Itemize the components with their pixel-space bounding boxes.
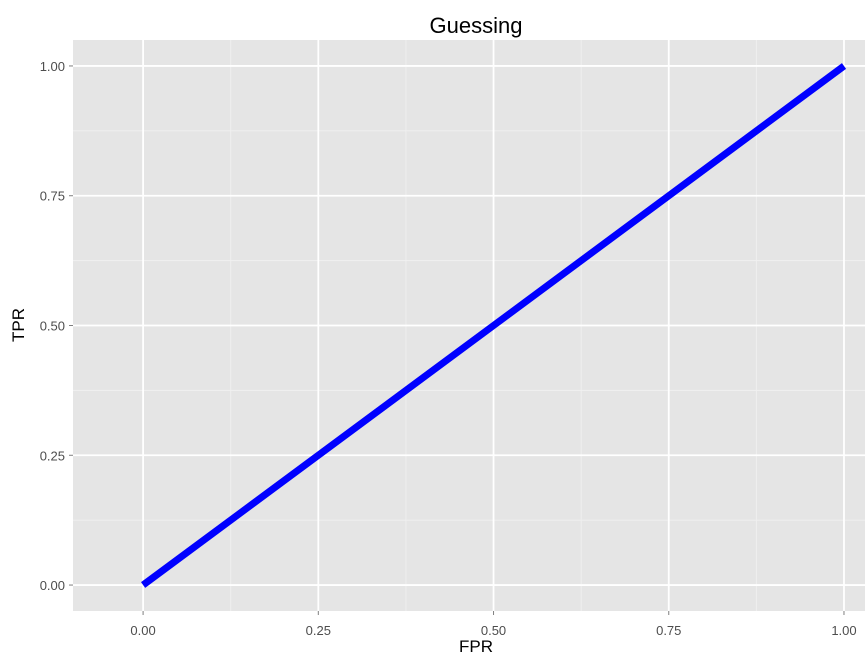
x-tick-label: 0.50 bbox=[481, 623, 506, 638]
x-axis-ticks: 0.00 0.25 0.50 0.75 1.00 bbox=[130, 611, 857, 638]
chart-title: Guessing bbox=[430, 13, 523, 38]
y-tick-label: 0.00 bbox=[40, 578, 65, 593]
y-tick-label: 1.00 bbox=[40, 59, 65, 74]
x-tick-label: 0.00 bbox=[130, 623, 155, 638]
y-tick-label: 0.25 bbox=[40, 448, 65, 463]
y-tick-label: 0.50 bbox=[40, 319, 65, 334]
x-tick-label: 0.25 bbox=[306, 623, 331, 638]
y-tick-label: 0.75 bbox=[40, 189, 65, 204]
series-layer bbox=[141, 63, 847, 588]
x-axis-title: FPR bbox=[459, 637, 493, 655]
x-tick-label: 1.00 bbox=[831, 623, 856, 638]
series-line bbox=[141, 63, 847, 588]
y-axis-ticks: 0.00 0.25 0.50 0.75 1.00 bbox=[40, 59, 73, 593]
x-tick-label: 0.75 bbox=[656, 623, 681, 638]
y-axis-title: TPR bbox=[9, 308, 28, 342]
